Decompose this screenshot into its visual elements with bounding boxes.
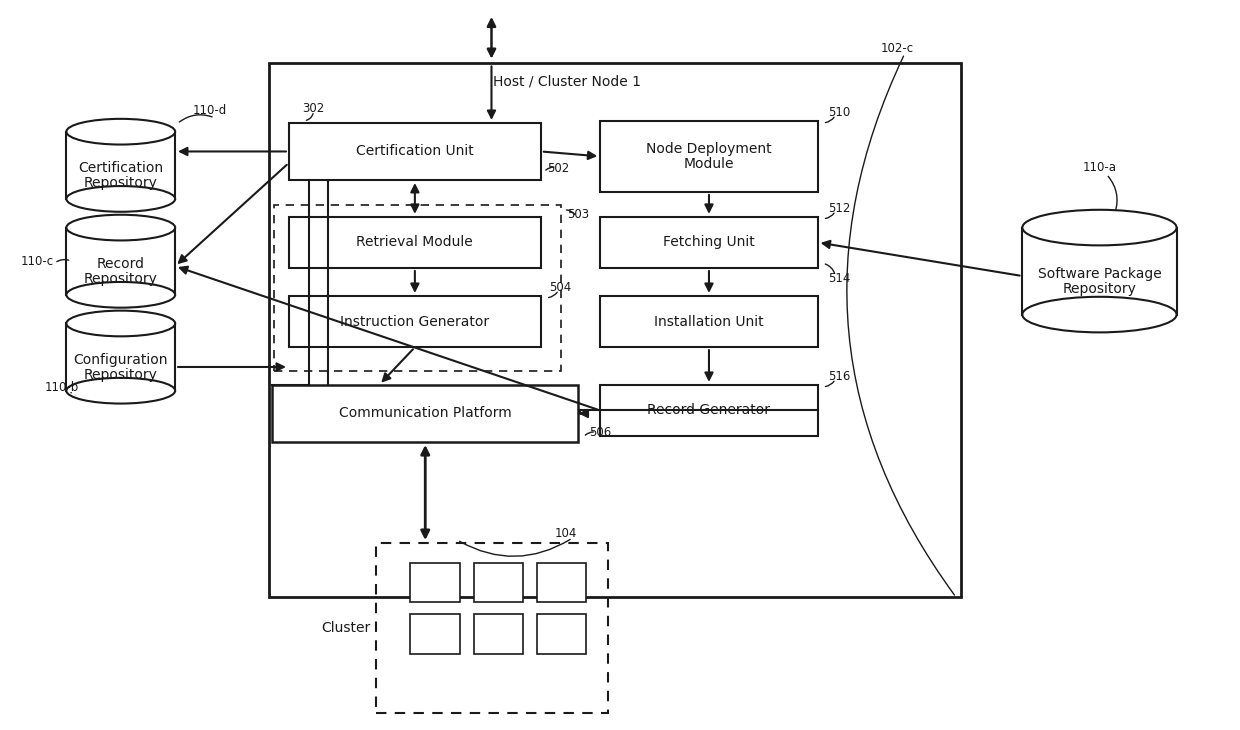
Bar bbox=[1022, 228, 1177, 315]
Bar bbox=[600, 217, 817, 268]
Bar bbox=[600, 385, 817, 437]
Text: Record Generator: Record Generator bbox=[647, 404, 770, 418]
Ellipse shape bbox=[1022, 210, 1177, 245]
Text: 302: 302 bbox=[303, 102, 325, 115]
Text: Cluster: Cluster bbox=[321, 621, 371, 635]
Text: Certification: Certification bbox=[78, 161, 164, 175]
Text: 512: 512 bbox=[828, 202, 851, 215]
Bar bbox=[474, 614, 523, 653]
Text: Retrieval Module: Retrieval Module bbox=[356, 235, 474, 250]
Text: 503: 503 bbox=[568, 208, 589, 221]
Text: Certification Unit: Certification Unit bbox=[356, 145, 474, 158]
Text: Fetching Unit: Fetching Unit bbox=[663, 235, 755, 250]
Text: Record: Record bbox=[97, 257, 145, 271]
Text: Host / Cluster Node 1: Host / Cluster Node 1 bbox=[492, 74, 641, 88]
Text: Module: Module bbox=[683, 158, 734, 172]
Bar bbox=[474, 563, 523, 602]
Text: 516: 516 bbox=[828, 370, 851, 383]
Bar bbox=[289, 123, 541, 180]
Text: Installation Unit: Installation Unit bbox=[655, 315, 764, 328]
Text: Configuration: Configuration bbox=[73, 353, 167, 367]
Text: 110-a: 110-a bbox=[1083, 161, 1116, 174]
Text: 110-b: 110-b bbox=[45, 381, 78, 394]
Ellipse shape bbox=[67, 215, 175, 240]
Text: Repository: Repository bbox=[84, 176, 157, 190]
Bar bbox=[67, 323, 175, 391]
Text: 110-d: 110-d bbox=[192, 104, 227, 118]
Bar bbox=[289, 217, 541, 268]
Text: Node Deployment: Node Deployment bbox=[646, 142, 771, 155]
Bar bbox=[600, 296, 817, 347]
Text: 510: 510 bbox=[828, 107, 851, 120]
Bar bbox=[272, 385, 579, 442]
Text: Instruction Generator: Instruction Generator bbox=[340, 315, 490, 328]
Ellipse shape bbox=[67, 282, 175, 307]
Text: Repository: Repository bbox=[1063, 282, 1136, 296]
Ellipse shape bbox=[1022, 297, 1177, 332]
Text: Communication Platform: Communication Platform bbox=[339, 407, 512, 420]
Bar bbox=[67, 228, 175, 295]
Bar bbox=[537, 614, 587, 653]
Bar bbox=[600, 121, 817, 192]
Bar bbox=[289, 296, 541, 347]
Bar bbox=[410, 614, 460, 653]
Text: 104: 104 bbox=[554, 526, 577, 539]
Text: 102-c: 102-c bbox=[880, 42, 914, 55]
Bar bbox=[269, 64, 961, 597]
Ellipse shape bbox=[67, 378, 175, 404]
Bar bbox=[410, 563, 460, 602]
Text: Repository: Repository bbox=[84, 272, 157, 286]
Bar bbox=[537, 563, 587, 602]
Text: 506: 506 bbox=[589, 426, 611, 439]
Text: Repository: Repository bbox=[84, 368, 157, 382]
Ellipse shape bbox=[67, 186, 175, 212]
Bar bbox=[274, 205, 560, 371]
Bar bbox=[376, 543, 608, 713]
Text: 110-c: 110-c bbox=[20, 255, 53, 268]
Text: 502: 502 bbox=[548, 162, 570, 174]
Text: Software Package: Software Package bbox=[1038, 267, 1162, 281]
Ellipse shape bbox=[67, 311, 175, 337]
Text: 504: 504 bbox=[549, 281, 572, 294]
Bar bbox=[67, 131, 175, 199]
Text: 514: 514 bbox=[828, 272, 851, 285]
Ellipse shape bbox=[67, 119, 175, 145]
